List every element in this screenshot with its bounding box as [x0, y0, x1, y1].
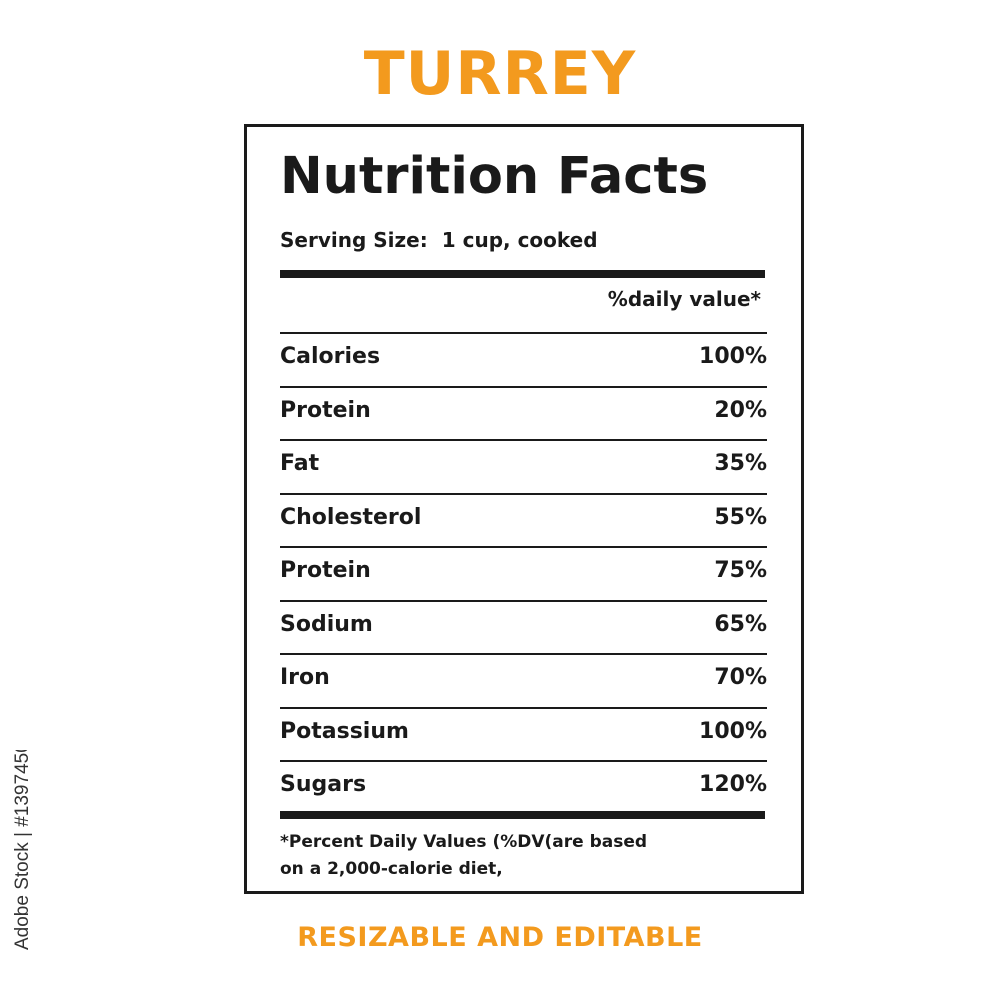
nutrient-row: Cholesterol 55%: [280, 492, 767, 547]
nutrient-rows: Calories 100% Protein 20% Fat 35% Choles…: [280, 332, 767, 814]
product-title: TURREY: [363, 39, 637, 109]
nutrient-name: Sodium: [280, 611, 373, 637]
nutrient-row: Iron 70%: [280, 653, 767, 707]
footnote-line: *Percent Daily Values (%DV(are based: [280, 832, 648, 852]
nutrient-percent: 65%: [714, 611, 767, 637]
bottom-thick-divider: [280, 811, 765, 819]
nutrient-percent: 75%: [714, 558, 767, 583]
nutrient-name: Calories: [280, 344, 381, 369]
nutrient-percent: 100%: [699, 718, 767, 744]
nutrient-row: Sodium 65%: [280, 599, 767, 654]
stock-watermark-id: Adobe Stock | #1397450242: [12, 750, 38, 950]
nutrient-name: Sugars: [280, 772, 367, 797]
resizable-editable-caption: RESIZABLE AND EDITABLE: [297, 922, 703, 953]
nutrition-facts-heading: Nutrition Facts: [280, 147, 709, 206]
nutrient-percent: 20%: [714, 397, 767, 423]
nutrition-facts-panel: Nutrition Facts Serving Size: 1 cup, cook…: [244, 124, 804, 894]
daily-value-footnote: *Percent Daily Values (%DV(are based on …: [280, 829, 750, 883]
nutrient-percent: 100%: [699, 344, 767, 369]
nutrient-row: Potassium 100%: [280, 706, 767, 761]
nutrient-percent: 70%: [714, 665, 767, 690]
stock-id-text: Adobe Stock | #1397450242: [12, 750, 33, 950]
nutrient-percent: 120%: [699, 772, 767, 797]
nutrient-name: Protein: [280, 558, 371, 583]
nutrient-row: Protein 20%: [280, 385, 767, 440]
top-thick-divider: [280, 270, 765, 278]
nutrient-row: Calories 100%: [280, 332, 767, 386]
nutrient-name: Potassium: [280, 718, 409, 744]
nutrient-name: Iron: [280, 665, 330, 690]
footnote-line: on a 2,000-calorie diet,: [280, 859, 503, 879]
nutrient-percent: 35%: [714, 451, 767, 476]
serving-size: Serving Size: 1 cup, cooked: [280, 228, 598, 252]
nutrient-name: Cholesterol: [280, 504, 422, 530]
daily-value-header: %daily value*: [607, 287, 761, 311]
serving-size-label: Serving Size:: [280, 228, 428, 252]
serving-size-value: 1 cup, cooked: [441, 228, 598, 252]
nutrient-row: Sugars 120%: [280, 760, 767, 814]
nutrient-name: Protein: [280, 397, 371, 423]
nutrient-row: Fat 35%: [280, 439, 767, 493]
nutrient-name: Fat: [280, 451, 320, 476]
nutrient-percent: 55%: [714, 504, 767, 530]
nutrient-row: Protein 75%: [280, 546, 767, 600]
